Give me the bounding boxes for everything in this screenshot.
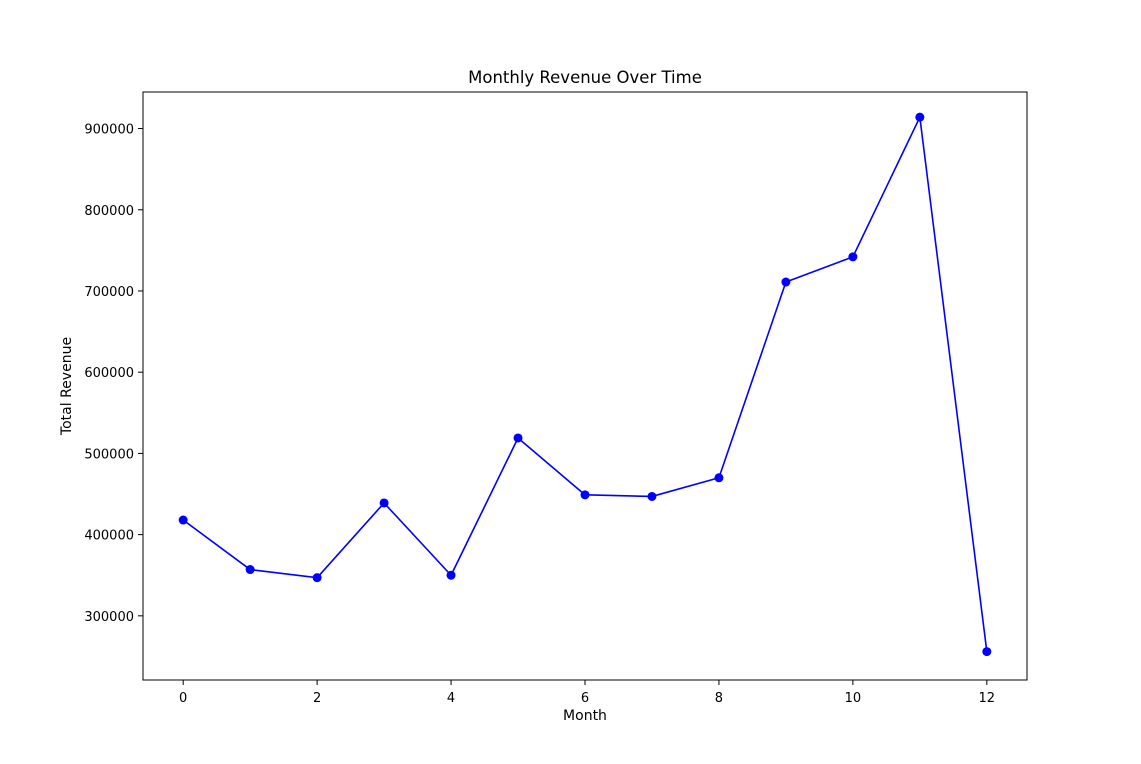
y-tick-label: 900000 (84, 123, 134, 138)
data-point (915, 112, 925, 122)
data-point (982, 647, 992, 657)
data-point (714, 473, 724, 483)
series-line (182, 116, 988, 652)
data-point (513, 433, 523, 443)
x-tick-label: 4 (447, 691, 455, 706)
x-axis-title: Month (563, 708, 607, 724)
data-point (446, 570, 456, 580)
x-tick-label: 8 (715, 691, 723, 706)
x-tick-label: 12 (979, 691, 996, 706)
data-point (580, 490, 590, 500)
data-point (848, 252, 858, 262)
data-point (312, 573, 322, 583)
y-axis-title: Total Revenue (59, 337, 75, 436)
y-tick-label: 500000 (84, 447, 134, 462)
data-point (781, 277, 791, 287)
x-tick-label: 6 (581, 691, 589, 706)
y-tick-label: 600000 (84, 366, 134, 381)
data-point (647, 491, 657, 501)
chart-title: Monthly Revenue Over Time (468, 68, 702, 87)
data-point (178, 515, 188, 525)
x-tick-label: 0 (179, 691, 187, 706)
x-tick-label: 10 (845, 691, 862, 706)
y-tick-label: 300000 (84, 610, 134, 625)
y-tick-label: 400000 (84, 529, 134, 544)
x-tick-label: 2 (313, 691, 321, 706)
series-layer (178, 112, 992, 657)
axes-ticks: 0 2 4 6 8 10 12 300000 400000 500000 600000 700000 8… (84, 123, 995, 706)
data-point (245, 565, 255, 575)
y-tick-label: 800000 (84, 204, 134, 219)
y-tick-label: 700000 (84, 285, 134, 300)
data-point (379, 498, 389, 508)
plot-frame (142, 91, 1028, 681)
